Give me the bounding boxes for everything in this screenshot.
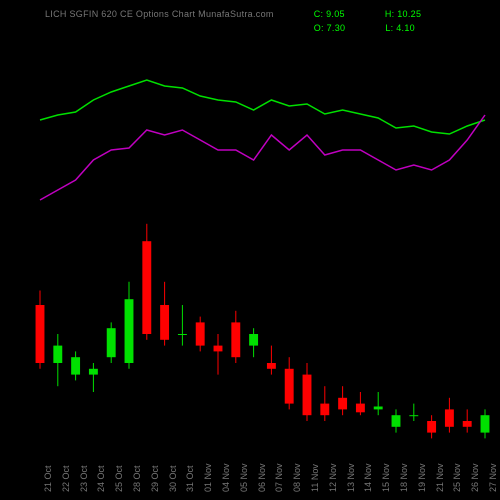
candle-body [267, 363, 276, 369]
candle-body [338, 398, 347, 410]
candle-body [427, 421, 436, 433]
x-axis-label: 29 Oct [150, 465, 156, 492]
x-axis-label: 06 Nov [257, 463, 263, 492]
x-axis-label: 11 Nov [310, 464, 316, 492]
candle-body [214, 346, 223, 352]
x-axis-label: 15 Nov [381, 463, 387, 492]
x-axis-label: 04 Nov [221, 463, 227, 492]
x-axis-label: 13 Nov [346, 463, 352, 492]
candle-body [374, 407, 383, 410]
x-axis-label: 24 Oct [96, 465, 102, 492]
x-axis-label: 18 Nov [399, 463, 405, 492]
overlay-line-1 [40, 80, 485, 134]
candle-body [231, 322, 240, 357]
chart-container: LICH SGFIN 620 CE Options Chart MunafaSu… [0, 0, 500, 500]
x-axis-label: 25 Oct [114, 465, 120, 492]
candle-body [463, 421, 472, 427]
candle-body [409, 415, 418, 416]
candle-body [107, 328, 116, 357]
candle-body [71, 357, 80, 374]
candle-body [196, 322, 205, 345]
x-axis-label: 19 Nov [417, 463, 423, 492]
x-axis-label: 28 Oct [132, 465, 138, 492]
x-axis-label: 08 Nov [292, 463, 298, 492]
candle-body [125, 299, 134, 363]
x-axis-label: 25 Nov [452, 463, 458, 492]
x-axis-label: 21 Oct [43, 465, 49, 492]
candle-body [285, 369, 294, 404]
x-axis-label: 14 Nov [363, 463, 369, 492]
x-axis-label: 05 Nov [239, 463, 245, 492]
candle-body [36, 305, 45, 363]
candle-body [249, 334, 258, 346]
candle-body [142, 241, 151, 334]
candle-body [160, 305, 169, 340]
candle-body [320, 404, 329, 416]
x-axis-label: 27 Nov [488, 463, 494, 492]
chart-plot [0, 0, 500, 500]
x-axis-label: 12 Nov [328, 463, 334, 492]
x-axis-label: 31 Oct [185, 465, 191, 492]
candle-body [356, 404, 365, 413]
x-axis-label: 21 Nov [435, 463, 441, 492]
x-axis-label: 23 Oct [79, 465, 85, 492]
x-axis-label: 30 Oct [168, 465, 174, 492]
candle-body [178, 334, 187, 335]
candle-body [392, 415, 401, 427]
x-axis-label: 26 Nov [470, 463, 476, 492]
candle-body [53, 346, 62, 363]
candle-body [303, 375, 312, 416]
candle-body [89, 369, 98, 375]
candle-body [445, 409, 454, 426]
x-axis-label: 01 Nov [203, 463, 209, 492]
x-axis-label: 22 Oct [61, 465, 67, 492]
x-axis-label: 07 Nov [274, 463, 280, 492]
candle-body [481, 415, 490, 432]
